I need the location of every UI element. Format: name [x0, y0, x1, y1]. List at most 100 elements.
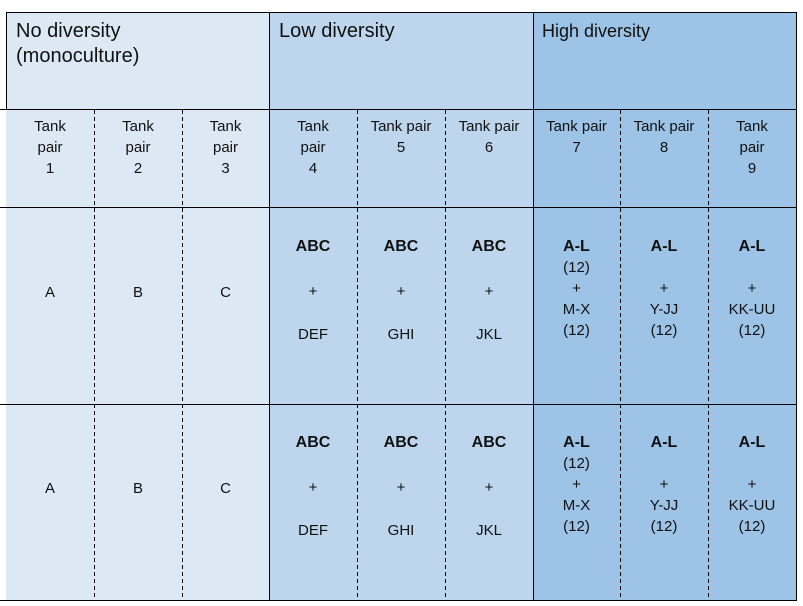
row2-tank6-bold: ABC: [471, 434, 507, 451]
row2-tank3-text: C: [220, 480, 231, 497]
row2-tank4-plus: +: [308, 479, 318, 496]
tank-pair-header-3-l1: Tank: [209, 118, 242, 135]
no-diversity-band: [6, 12, 269, 601]
row1-tank9-count: (12): [738, 322, 766, 339]
high-diversity-band: [533, 12, 796, 601]
tank-pair-header-4: Tank pair 4: [269, 116, 357, 179]
row2-tank5-label: GHI: [387, 522, 415, 539]
row1-tank8-bold: A-L: [650, 238, 678, 255]
tank-pair-header-9-l3: 9: [747, 160, 757, 177]
tank-pair-header-1-l2: pair: [37, 139, 63, 156]
tank-pair-header-7: Tank pair 7: [533, 116, 620, 158]
row1-tank7-count-b: (12): [563, 322, 590, 339]
tank-pair-header-4-l3: 4: [308, 160, 318, 177]
group-title-no-diversity: No diversity (monoculture): [16, 19, 139, 69]
row1-tank7-label: M-X: [562, 301, 591, 318]
row2-tank5-cell: ABC + GHI: [357, 432, 445, 541]
row2-tank4-label: DEF: [298, 522, 328, 539]
group-title-low-diversity-line1: Low diversity: [279, 20, 395, 42]
row1-tank9-plus: +: [747, 280, 757, 297]
row1-tank9-cell: A-L + KK-UU (12): [708, 236, 796, 341]
row1-tank4-cell: ABC + DEF: [269, 236, 357, 345]
row1-tank5-label: GHI: [387, 326, 415, 343]
row1-tank8-cell: A-L + Y-JJ (12): [620, 236, 708, 341]
row1-tank6-cell: ABC + JKL: [445, 236, 533, 345]
tank-pair-header-6: Tank pair 6: [445, 116, 533, 158]
row1-tank7-bold: A-L: [563, 238, 590, 255]
row2-tank1-text: A: [44, 480, 55, 497]
row2-tank5-bold: ABC: [383, 434, 419, 451]
tank-pair-header-2-l2: pair: [125, 139, 151, 156]
row2-tank9-bold: A-L: [738, 434, 766, 451]
tank-pair-header-2: Tank pair 2: [94, 116, 182, 179]
row1-tank8-label: Y-JJ: [649, 301, 679, 318]
row2-tank9-count: (12): [738, 518, 766, 535]
row2-tank9-cell: A-L + KK-UU (12): [708, 432, 796, 537]
row2-tank2-cell: B: [94, 478, 182, 499]
tank-pair-header-3-l2: pair: [212, 139, 238, 156]
row1-tank8-plus: +: [659, 280, 669, 297]
row1-tank5-plus: +: [396, 283, 406, 300]
row1-tank6-bold: ABC: [471, 238, 507, 255]
tank-pair-header-5: Tank pair 5: [357, 116, 445, 158]
tank-pair-header-9: Tank pair 9: [708, 116, 796, 179]
row2-tank4-cell: ABC + DEF: [269, 432, 357, 541]
row2-tank7-count-a: (12): [563, 455, 590, 472]
row1-tank4-plus: +: [308, 283, 318, 300]
row1-tank8-count: (12): [650, 322, 678, 339]
tank-pair-header-1-l3: 1: [45, 160, 55, 177]
row2-tank7-plus: +: [572, 476, 581, 493]
tank-pair-header-3-l3: 3: [221, 160, 230, 177]
row2-tank7-count-b: (12): [563, 518, 590, 535]
row1-tank7-plus: +: [572, 280, 581, 297]
tank-pair-header-8-l1: Tank pair: [633, 118, 695, 135]
row1-tank3-text: C: [220, 284, 231, 301]
row1-tank5-bold: ABC: [383, 238, 419, 255]
tank-pair-header-7-l1: Tank pair: [546, 118, 607, 135]
tank-pair-header-8: Tank pair 8: [620, 116, 708, 158]
row2-tank6-label: JKL: [476, 522, 502, 539]
tank-pair-header-1-l1: Tank: [34, 118, 66, 135]
row2-tank5-plus: +: [396, 479, 406, 496]
tank-pair-header-2-l3: 2: [133, 160, 143, 177]
row2-tank6-plus: +: [484, 479, 494, 496]
group-title-high-diversity: High diversity: [542, 19, 650, 44]
tank-pair-header-5-l1: Tank pair: [370, 118, 432, 135]
row1-tank5-cell: ABC + GHI: [357, 236, 445, 345]
tank-pair-header-4-l1: Tank: [297, 118, 329, 135]
group-title-low-diversity: Low diversity: [279, 19, 395, 44]
tank-pair-header-6-l1: Tank pair: [458, 118, 520, 135]
row1-tank9-label: KK-UU: [728, 301, 776, 318]
row2-tank9-label: KK-UU: [728, 497, 776, 514]
group-title-no-diversity-line2: (monoculture): [16, 45, 140, 67]
row2-tank7-bold: A-L: [563, 434, 590, 451]
row2-tank8-plus: +: [659, 476, 669, 493]
group-title-no-diversity-line1: No diversity: [16, 20, 121, 42]
row1-tank7-cell: A-L (12) + M-X (12): [533, 236, 620, 341]
tank-pair-header-9-l2: pair: [739, 139, 765, 156]
row1-tank1-text: A: [44, 284, 55, 301]
row1-tank4-bold: ABC: [295, 238, 331, 255]
row2-tank8-count: (12): [650, 518, 678, 535]
group-title-high-diversity-line1: High diversity: [542, 21, 651, 41]
row1-tank2-text: B: [132, 284, 143, 301]
row2-tank7-cell: A-L (12) + M-X (12): [533, 432, 620, 537]
row1-tank1-cell: A: [6, 282, 94, 303]
row1-tank6-plus: +: [484, 283, 494, 300]
tank-pair-header-5-l2: 5: [396, 139, 406, 156]
row1-tank7-count-a: (12): [563, 259, 590, 276]
tank-pair-header-9-l1: Tank: [736, 118, 768, 135]
row2-tank1-cell: A: [6, 478, 94, 499]
row2-tank9-plus: +: [747, 476, 757, 493]
row2-tank3-cell: C: [182, 478, 269, 499]
tank-pair-header-6-l2: 6: [484, 139, 494, 156]
row2-tank6-cell: ABC + JKL: [445, 432, 533, 541]
row2-tank2-text: B: [132, 480, 143, 497]
tank-pair-header-2-l1: Tank: [122, 118, 154, 135]
tank-pair-header-4-l2: pair: [300, 139, 326, 156]
row2-tank7-label: M-X: [562, 497, 591, 514]
row1-tank6-label: JKL: [476, 326, 502, 343]
tank-pair-header-7-l2: 7: [572, 139, 581, 156]
